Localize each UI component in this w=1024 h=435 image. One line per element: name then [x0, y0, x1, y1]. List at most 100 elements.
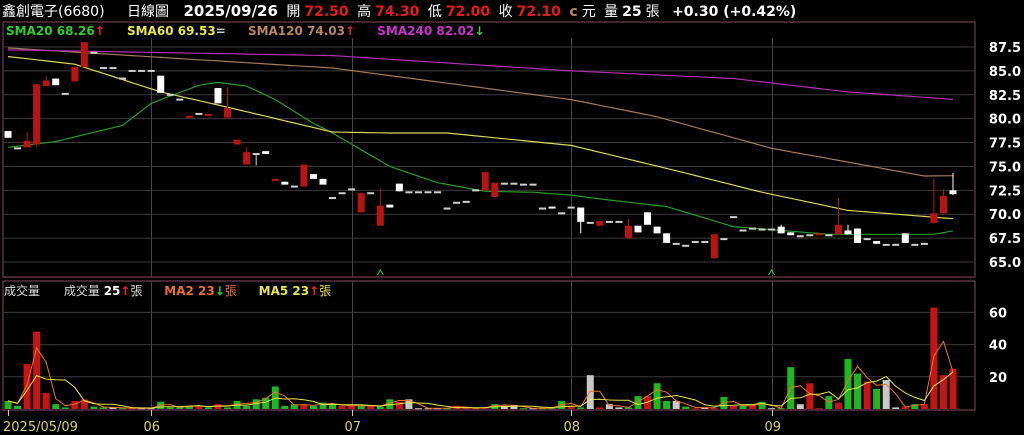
legend-volume: 成交量 25↑張: [63, 284, 143, 298]
candle-body: [71, 67, 79, 82]
candle-body: [367, 192, 375, 195]
price-panel-border: [2, 21, 976, 278]
candle-body: [806, 234, 814, 237]
candle-body: [157, 75, 165, 93]
ma-line-sma20: [7, 81, 954, 235]
candle-body: [271, 178, 279, 181]
volume-bar: [901, 406, 909, 409]
volume-panel-title: 成交量: [4, 284, 41, 298]
signal-marker-icon: [376, 269, 384, 276]
candle-body: [710, 234, 718, 259]
candle-body: [901, 233, 909, 243]
volume-bar: [844, 359, 852, 409]
candle-body: [290, 185, 298, 188]
candle-body: [262, 151, 270, 155]
volume-label: 量: [604, 4, 619, 20]
volume-tick-label: 60: [989, 306, 1007, 321]
volume-bar: [300, 404, 308, 409]
volume-bar: [176, 407, 184, 409]
volume-bar: [519, 408, 527, 410]
candle-body: [510, 182, 518, 185]
arrow-down-icon: ↓: [474, 24, 485, 38]
candle-body: [768, 228, 776, 231]
volume-bar: [691, 408, 699, 410]
candle-body: [14, 147, 22, 150]
high-value: 74.30: [375, 4, 420, 20]
volume-value: 25: [622, 4, 642, 20]
volume-panel-border: [2, 280, 976, 411]
volume-bar: [634, 396, 642, 409]
volume-bar: [281, 405, 289, 409]
signal-marker-icon: [768, 269, 776, 276]
legend-sma60: SMA60 69.53=: [126, 24, 226, 38]
candle-body: [653, 226, 661, 234]
legend-sma240: SMA240 82.02↓: [377, 24, 485, 38]
candle-body: [376, 205, 384, 226]
volume-bar: [577, 407, 585, 409]
volume-bar: [395, 401, 403, 409]
volume-bar: [414, 408, 422, 410]
ma-line-sma60: [7, 56, 954, 220]
volume-bar: [834, 402, 842, 409]
candle-body: [491, 182, 499, 198]
candle-body: [720, 238, 728, 241]
candle-body: [882, 243, 890, 246]
candle-body: [434, 191, 442, 194]
volume-bar: [14, 405, 22, 409]
candle-body: [939, 196, 947, 214]
volume-bar: [615, 407, 623, 409]
volume-bar: [243, 405, 251, 409]
volume-bar: [854, 373, 862, 409]
candle-body: [796, 235, 804, 238]
volume-tick-label: 40: [989, 339, 1007, 354]
candle-body: [634, 225, 642, 233]
quote-date: 2025/09/26: [183, 2, 278, 20]
volume-bar: [863, 381, 871, 409]
candle-body: [844, 230, 852, 235]
candle-body: [119, 77, 127, 80]
volume-bar: [329, 404, 337, 409]
volume-bar: [262, 397, 270, 409]
candle-body: [920, 242, 928, 245]
candle-body: [815, 233, 823, 236]
candle-body: [949, 190, 957, 195]
volume-bar: [23, 363, 31, 409]
price-tick-label: 87.5: [989, 41, 1021, 56]
candle-body: [739, 229, 747, 232]
legend-sma120: SMA120 74.03↑: [247, 24, 356, 38]
currency: 元: [581, 4, 596, 20]
volume-bar: [319, 402, 327, 409]
candle-body: [672, 242, 680, 245]
currency-mark: c: [569, 4, 578, 20]
candle-body: [424, 191, 432, 194]
candle-body: [329, 197, 337, 200]
candle-body: [682, 244, 690, 247]
arrow-up-icon: ↑: [345, 24, 356, 38]
volume-bar: [166, 407, 174, 409]
candle-body: [386, 204, 394, 208]
candle-body: [472, 189, 480, 192]
candle-body: [414, 191, 422, 194]
candle-body: [892, 243, 900, 246]
price-change: +0.30 (+0.42%): [672, 4, 797, 20]
x-tick-label: 09: [765, 420, 782, 435]
candle-body: [529, 183, 537, 186]
candle-body: [567, 206, 575, 209]
volume-bar: [624, 407, 632, 409]
candle-body: [863, 238, 871, 241]
candle-body: [252, 153, 260, 156]
volume-bar: [61, 407, 69, 409]
candle-body: [453, 201, 461, 204]
volume-bar: [710, 408, 718, 410]
volume-bar: [99, 407, 107, 409]
volume-bar: [939, 375, 947, 409]
volume-bar: [90, 406, 98, 409]
open-value: 72.50: [304, 4, 349, 20]
x-tick-label: 2025/05/09: [3, 420, 78, 435]
price-tick-label: 82.5: [989, 89, 1021, 104]
volume-bar: [739, 405, 747, 409]
chart-type[interactable]: 日線圖: [127, 4, 170, 20]
quote-header: 鑫創電子(6680) 日線圖 2025/09/26 開 72.50 高 74.30 …: [2, 1, 800, 21]
price-tick-label: 70.0: [989, 208, 1021, 223]
